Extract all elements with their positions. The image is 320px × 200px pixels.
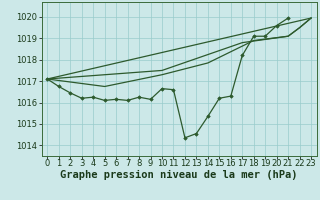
X-axis label: Graphe pression niveau de la mer (hPa): Graphe pression niveau de la mer (hPa) [60, 170, 298, 180]
